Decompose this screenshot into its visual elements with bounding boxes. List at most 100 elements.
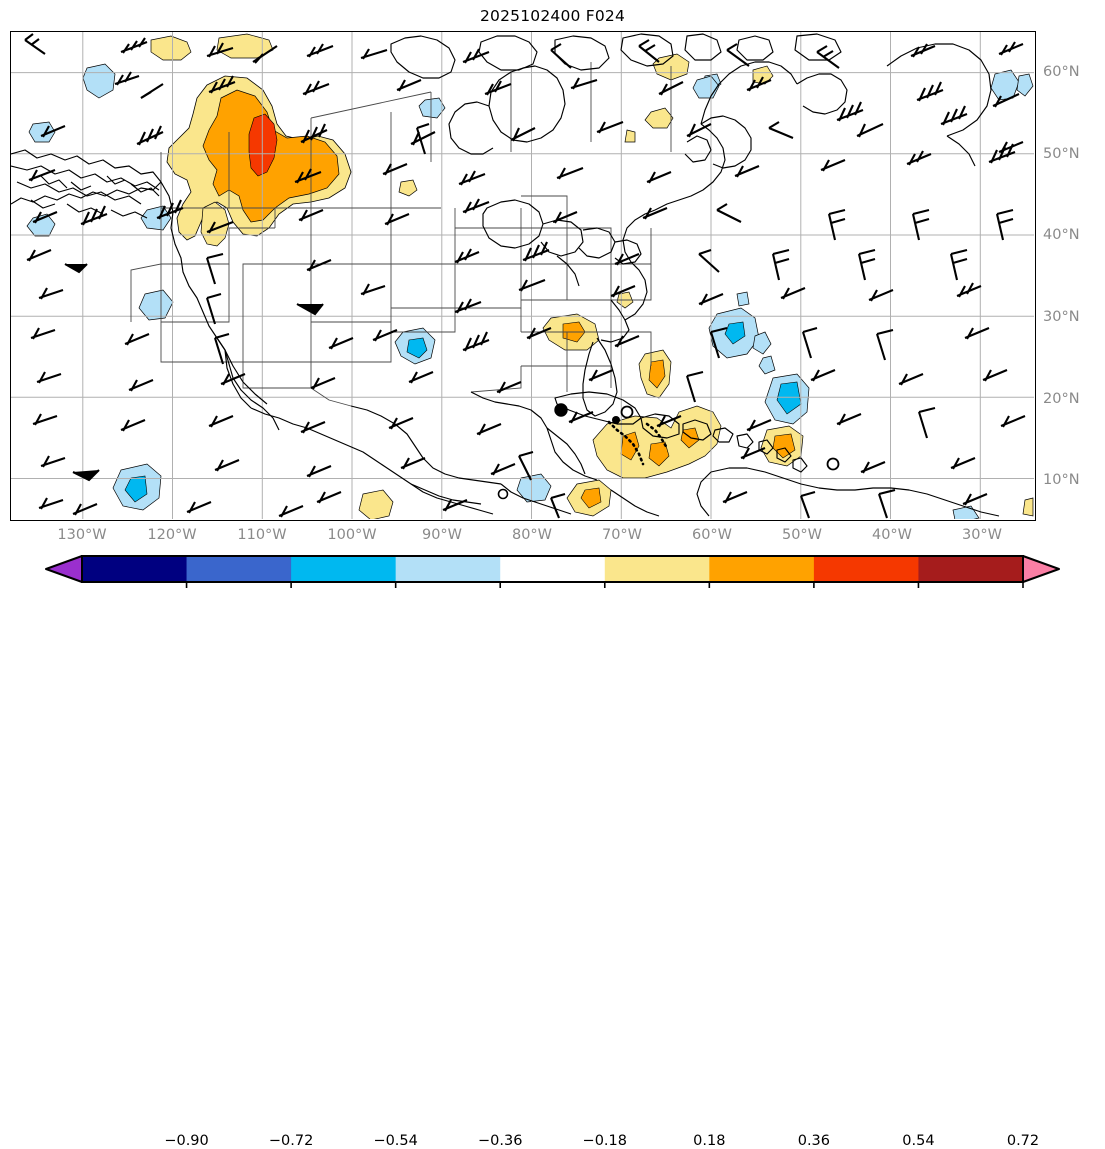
wind-barb <box>610 285 636 298</box>
shade-wcanada-l3 <box>248 113 278 177</box>
shade-calif-neg <box>138 289 174 321</box>
wind-barb <box>310 377 336 390</box>
colorbar[interactable]: −0.90 −0.72 −0.54 −0.36 −0.18 0.18 0.36 0.54 0.7… <box>0 548 1105 1149</box>
wind-barb <box>964 327 990 340</box>
map-plot-area[interactable] <box>10 31 1036 521</box>
lon-tick-label: 90°W <box>421 527 463 543</box>
wind-barb <box>646 171 672 184</box>
wind-barb <box>454 248 480 264</box>
shade-epac-neg-b <box>952 505 980 519</box>
colorbar-band <box>291 556 397 582</box>
wind-barb <box>995 208 1014 241</box>
wind-barb <box>28 169 56 182</box>
wind-barb <box>568 411 594 424</box>
wind-barb <box>658 81 684 96</box>
wind-barb <box>522 241 550 262</box>
colorbar-outline <box>81 555 1024 583</box>
colorbar-tick-label: 0.36 <box>797 1133 831 1149</box>
wind-barb <box>296 303 324 316</box>
wind-barb <box>328 337 354 350</box>
shade-carib-core-c <box>680 427 700 449</box>
wind-barb <box>302 80 330 96</box>
colorbar-extend-max <box>1022 555 1060 583</box>
wind-barb <box>916 81 944 102</box>
wind-barb <box>306 43 334 58</box>
storm-track-dotted <box>607 420 645 466</box>
page-title: 2025102400 F024 <box>479 7 626 25</box>
colorbar-band <box>918 556 1024 582</box>
storm-marker-layer <box>497 403 840 500</box>
wind-barb <box>836 101 864 122</box>
lon-tick-label: 130°W <box>57 527 107 543</box>
wind-barb <box>186 501 212 514</box>
shade-epac-neg-core <box>124 475 148 503</box>
wind-barb <box>836 413 862 426</box>
storm-marker-open-b <box>826 457 840 471</box>
wind-barb <box>962 493 988 506</box>
shade-carib-neg <box>516 473 552 503</box>
lat-tick-label: 50°N <box>1043 145 1080 162</box>
shade-hisp-core <box>648 359 666 389</box>
wind-barb-layer <box>24 33 1026 519</box>
wind-barb <box>40 125 66 138</box>
wind-barb <box>875 328 894 361</box>
colorbar-tick-label: 0.18 <box>693 1133 726 1149</box>
shade-greenland-neg <box>1016 73 1034 97</box>
wind-barb <box>462 198 490 214</box>
wind-barb <box>878 488 896 519</box>
wind-barb <box>780 287 806 300</box>
colorbar-swatches <box>45 555 1060 588</box>
shade-carib-pos-main <box>592 405 722 479</box>
wind-barb <box>734 165 760 178</box>
colorbar-band <box>395 556 501 582</box>
wind-barb <box>136 125 164 146</box>
wind-barb <box>38 497 64 510</box>
wind-barb <box>940 105 968 126</box>
wind-barb <box>32 211 58 224</box>
shade-atl-neg-a-core <box>724 321 746 345</box>
wind-barb <box>642 207 668 220</box>
wind-barb <box>518 450 534 481</box>
wind-barb <box>408 371 434 384</box>
wind-barb <box>300 421 326 434</box>
wind-barb <box>740 447 766 460</box>
lon-tick-label: 30°W <box>961 527 1003 543</box>
wind-barb <box>360 48 388 60</box>
shade-pacnw-neg <box>26 213 56 237</box>
wind-barb <box>490 463 516 476</box>
wind-barb <box>698 293 724 306</box>
wind-barb <box>205 292 222 325</box>
shade-cascadia-neg <box>140 205 172 231</box>
wind-barb <box>906 150 932 166</box>
shade-quebec-pos <box>644 107 674 129</box>
wind-barb <box>550 43 572 69</box>
wind-barb <box>114 71 140 86</box>
shade-leeward-pos <box>358 489 394 519</box>
lon-tick-label: 100°W <box>327 527 377 543</box>
shade-colombia-pos <box>1022 497 1034 517</box>
wind-barb <box>726 43 750 67</box>
wind-barb <box>30 327 56 340</box>
wind-barb <box>686 123 712 138</box>
wind-barb <box>382 163 408 176</box>
lon-tick-label: 50°W <box>781 527 823 543</box>
wind-barb <box>614 335 640 348</box>
wind-barb <box>496 381 522 394</box>
wind-barb <box>64 263 88 274</box>
wind-barb <box>252 45 278 64</box>
lon-tick-label: 60°W <box>691 527 733 543</box>
colorbar-band <box>186 556 292 582</box>
shade-greatlakes-neg <box>418 97 446 119</box>
wind-barb <box>220 373 246 386</box>
wind-barb <box>518 279 546 292</box>
wind-barb <box>462 331 490 352</box>
wind-barb <box>746 419 772 432</box>
wind-barb <box>860 461 886 474</box>
storm-marker-open-a <box>620 405 634 419</box>
colorbar-tick-label: −0.72 <box>268 1133 314 1149</box>
lat-tick-label: 20°N <box>1043 390 1080 407</box>
wind-barb <box>698 249 720 273</box>
colorbar-tick-label: −0.90 <box>164 1133 209 1149</box>
map-canvas <box>11 32 1034 519</box>
wind-barb <box>300 123 328 144</box>
